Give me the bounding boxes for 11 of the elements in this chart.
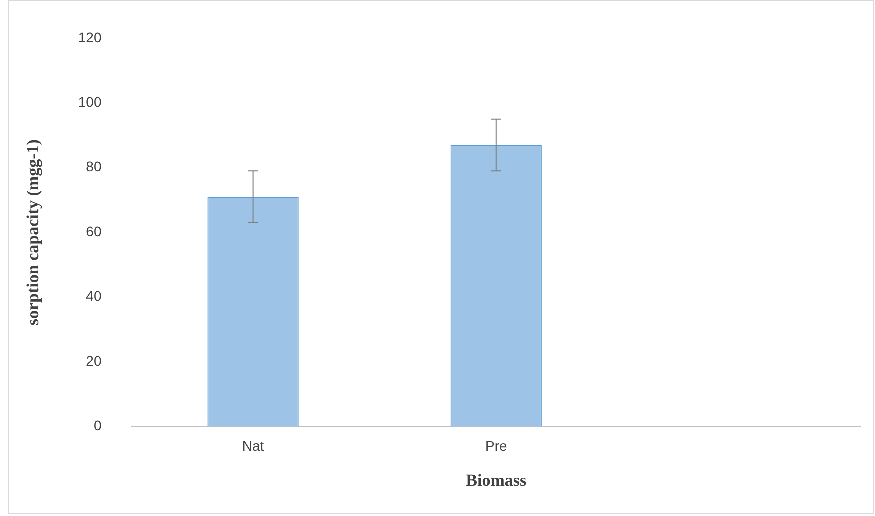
y-tick-label: 40 <box>86 288 102 304</box>
y-tick-label: 0 <box>94 418 102 434</box>
x-tick-label: Pre <box>485 438 508 454</box>
y-tick-label: 120 <box>78 29 102 46</box>
y-tick-label: 60 <box>86 223 102 240</box>
x-axis-title: Biomass <box>466 471 527 490</box>
y-tick-label: 80 <box>86 158 102 175</box>
x-tick-label: Nat <box>242 438 264 454</box>
y-axis-title: sorption capacity (mgg-1) <box>24 140 43 326</box>
y-tick-label: 20 <box>86 352 102 369</box>
y-tick-label: 100 <box>78 94 102 110</box>
